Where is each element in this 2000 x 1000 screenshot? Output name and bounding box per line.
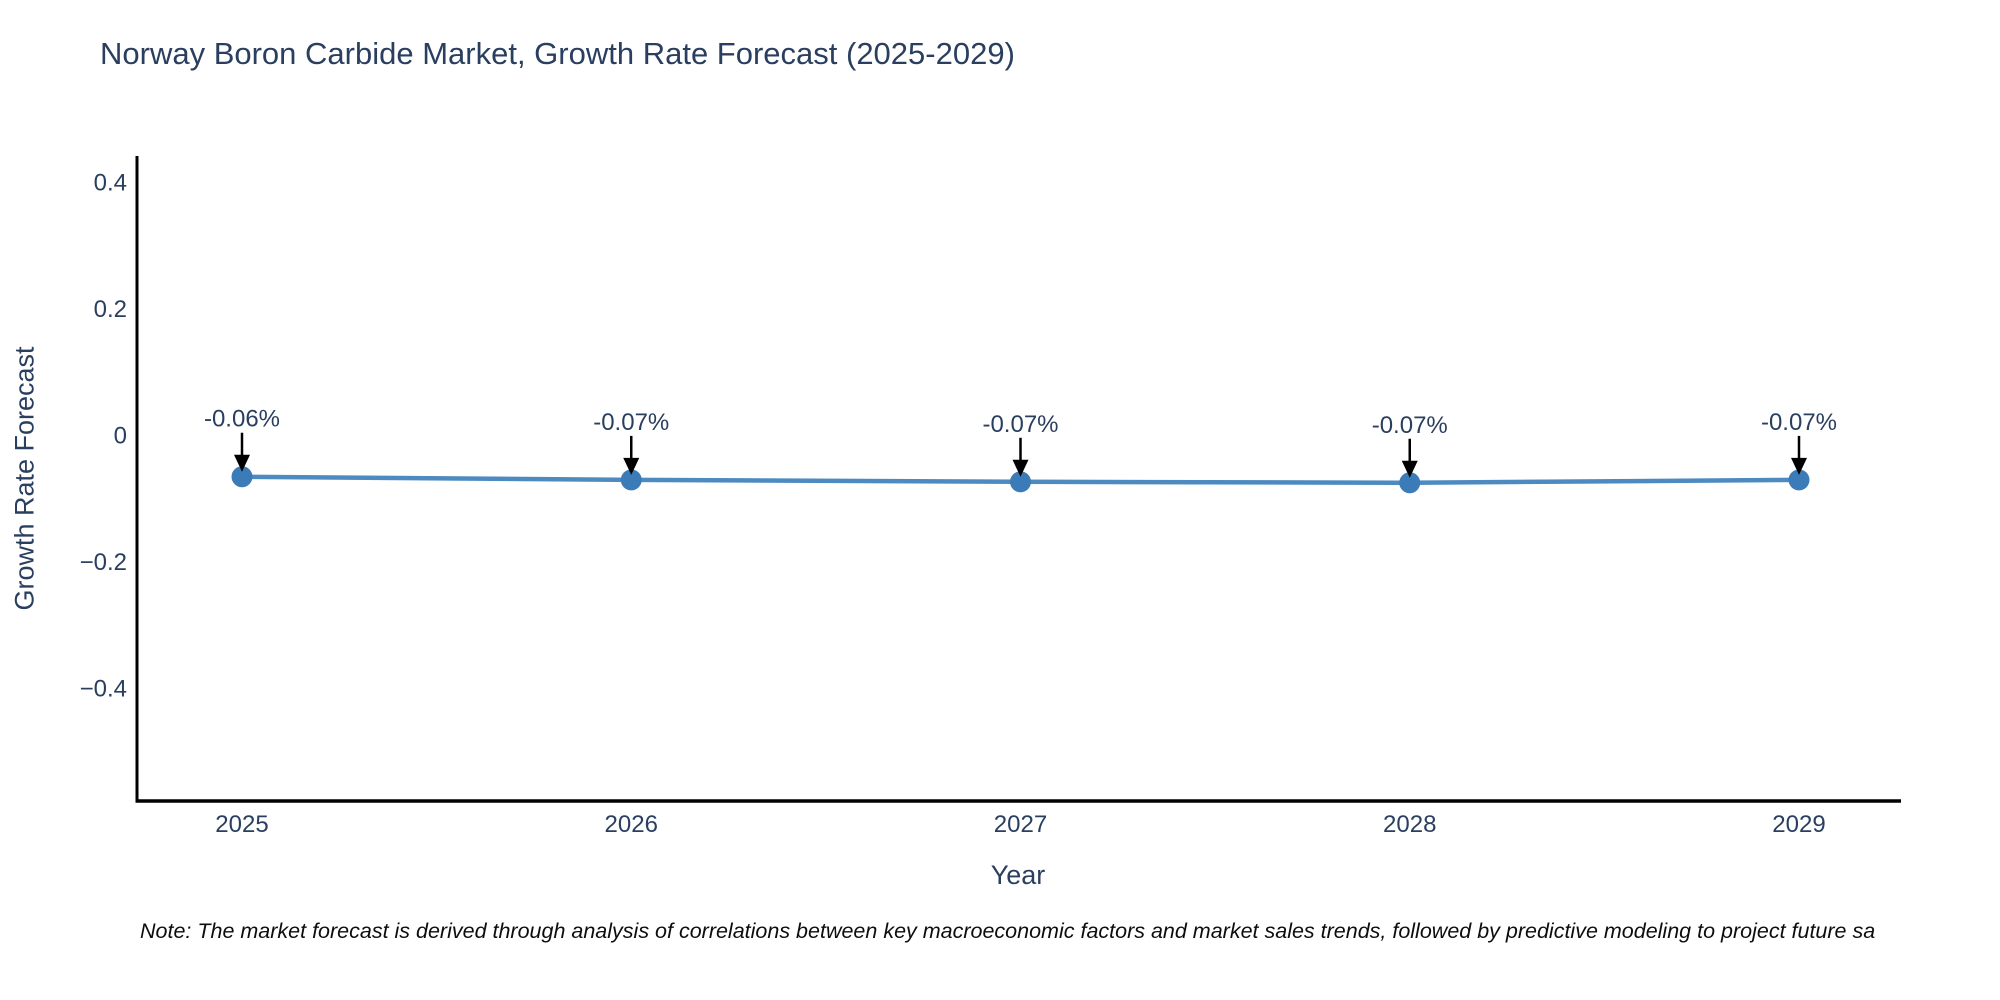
data-point-marker: [231, 466, 253, 488]
x-tick-label: 2025: [215, 811, 268, 838]
x-tick-label: 2028: [1383, 811, 1436, 838]
y-tick-label: 0.2: [94, 296, 127, 323]
x-tick-label: 2029: [1772, 811, 1825, 838]
y-tick-label: 0.4: [94, 169, 127, 196]
annotation-label: -0.06%: [204, 406, 280, 433]
footnote: Note: The market forecast is derived thr…: [140, 919, 1876, 943]
annotation-arrow-head: [1401, 460, 1418, 478]
x-tick-label: 2026: [605, 811, 658, 838]
annotation-label: -0.07%: [593, 409, 669, 436]
y-tick-label: 0: [114, 422, 127, 449]
y-axis-title: Growth Rate Forecast: [9, 346, 40, 611]
data-point-marker: [1788, 469, 1810, 491]
y-tick-label: −0.2: [80, 549, 127, 576]
x-axis-title: Year: [990, 860, 1046, 890]
annotation-arrow-head: [234, 454, 250, 472]
annotation-arrow-head: [1012, 459, 1029, 477]
annotation-arrow-head: [623, 457, 640, 475]
chart-title: Norway Boron Carbide Market, Growth Rate…: [100, 36, 1015, 71]
data-point-marker: [620, 469, 642, 491]
annotation-label: -0.07%: [1761, 409, 1837, 436]
y-tick-label: −0.4: [80, 675, 127, 702]
data-point-marker: [1010, 471, 1031, 493]
annotation-label: -0.07%: [982, 411, 1058, 438]
annotation-label: -0.07%: [1372, 412, 1448, 439]
annotation-arrow-head: [1791, 457, 1807, 475]
data-point-marker: [1399, 472, 1421, 494]
x-tick-label: 2027: [994, 811, 1047, 838]
